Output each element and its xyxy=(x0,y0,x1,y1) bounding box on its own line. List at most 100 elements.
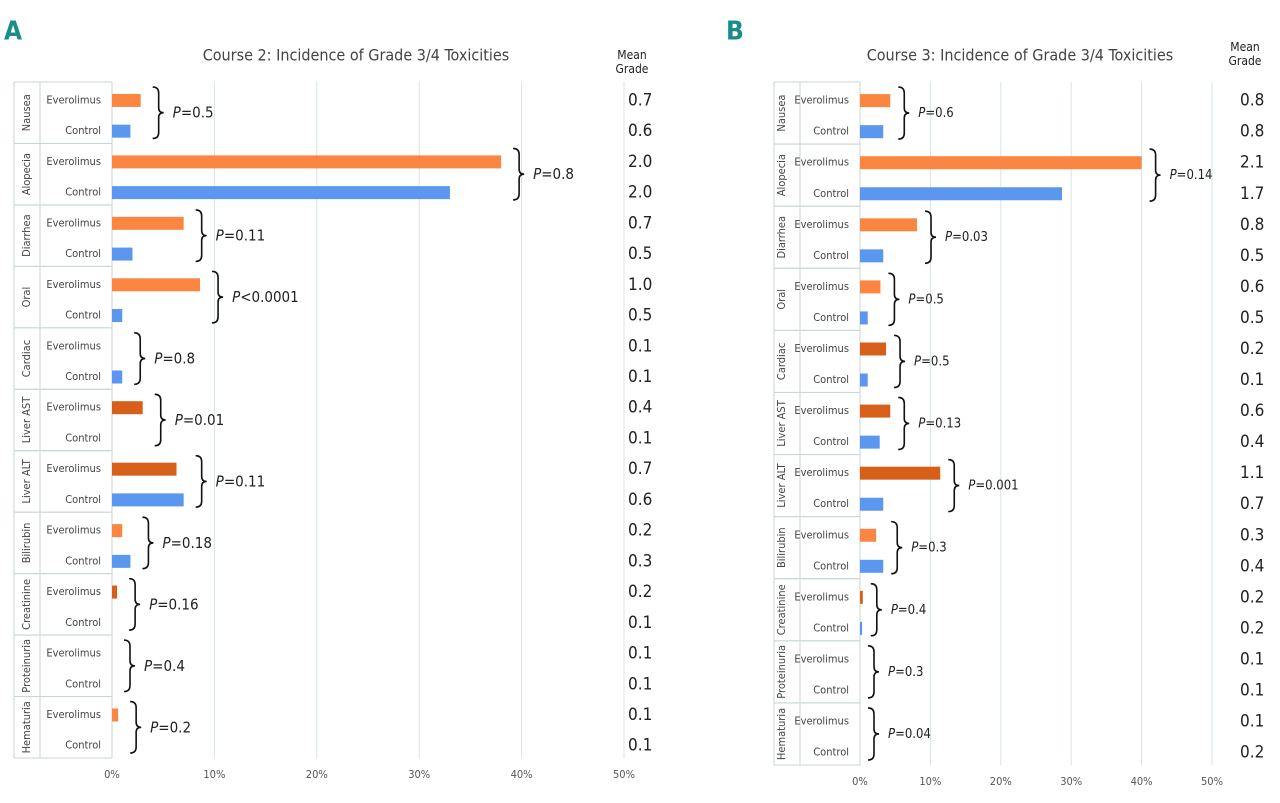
mean-grade: 1.0 xyxy=(628,275,652,295)
mean-grade: 0.1 xyxy=(628,644,652,664)
series-label: Everolimus xyxy=(794,280,849,293)
series-label: Control xyxy=(65,247,101,260)
category-label: Proteinuria xyxy=(775,645,788,699)
bar xyxy=(860,218,918,232)
p-value: P=0.11 xyxy=(216,226,266,244)
x-tick-label: 0% xyxy=(852,775,868,788)
x-tick-label: 10% xyxy=(203,768,225,781)
p-value: P=0.04 xyxy=(888,726,931,741)
bar xyxy=(860,373,868,387)
series-label: Control xyxy=(65,677,101,690)
bar xyxy=(860,156,1142,170)
bar xyxy=(112,401,143,415)
mean-grade: 0.1 xyxy=(628,428,652,448)
x-tick-label: 0% xyxy=(104,768,120,781)
bar xyxy=(860,404,891,418)
bracket xyxy=(129,577,141,631)
series-label: Everolimus xyxy=(794,404,849,417)
mean-grade: 0.7 xyxy=(628,90,652,110)
category-label: Oral xyxy=(775,289,788,310)
series-label: Control xyxy=(813,621,849,634)
p-value: P=0.01 xyxy=(175,411,225,429)
mean-grade: 0.2 xyxy=(1240,743,1264,763)
mean-grade: 0.5 xyxy=(1240,246,1264,266)
bar xyxy=(112,462,177,476)
series-label: Control xyxy=(65,739,101,752)
series-label: Everolimus xyxy=(46,708,101,721)
series-label: Control xyxy=(813,311,849,324)
category-label: Bilirubin xyxy=(775,527,788,568)
p-value: P=0.5 xyxy=(173,103,214,121)
series-label: Control xyxy=(65,124,101,137)
category-label: Liver AST xyxy=(20,396,33,443)
bracket xyxy=(867,645,880,699)
x-tick-label: 50% xyxy=(1201,775,1223,788)
bar xyxy=(112,554,131,568)
bar xyxy=(860,280,881,294)
series-label: Control xyxy=(65,186,101,199)
series-label: Everolimus xyxy=(794,342,849,355)
series-label: Control xyxy=(65,309,101,322)
bracket xyxy=(123,639,136,693)
bar xyxy=(860,497,884,511)
bar xyxy=(860,621,863,635)
p-value: P=0.5 xyxy=(914,354,949,369)
bar xyxy=(112,124,131,138)
series-label: Everolimus xyxy=(794,528,849,541)
bar xyxy=(860,435,880,449)
series-label: Everolimus xyxy=(46,278,101,291)
mean-grade: 0.8 xyxy=(1240,215,1264,235)
series-label: Control xyxy=(813,497,849,510)
bracket xyxy=(154,393,166,447)
category-label: Alopecia xyxy=(20,153,33,195)
bar xyxy=(860,342,887,356)
bracket xyxy=(195,209,207,263)
mean-grade: 0.1 xyxy=(628,674,652,694)
series-label: Everolimus xyxy=(46,647,101,660)
series-label: Control xyxy=(65,493,101,506)
mean-grade: 0.1 xyxy=(1240,370,1264,390)
mean-grade: 0.1 xyxy=(1240,680,1264,700)
mean-grade: 0.2 xyxy=(1240,587,1264,607)
series-label: Control xyxy=(813,373,849,386)
p-value: P=0.13 xyxy=(918,416,961,431)
bracket xyxy=(212,270,224,324)
mean-grade: 0.1 xyxy=(628,705,652,725)
mean-grade: 0.5 xyxy=(628,244,652,264)
mean-grade: 0.7 xyxy=(628,213,652,233)
mean-grade: 2.0 xyxy=(628,152,652,172)
p-value: P=0.8 xyxy=(154,349,195,367)
mean-grade: 1.7 xyxy=(1240,184,1264,204)
bar xyxy=(860,528,877,542)
bar xyxy=(860,559,884,573)
category-label: Nausea xyxy=(20,94,33,131)
bracket xyxy=(195,454,207,508)
series-label: Everolimus xyxy=(46,339,101,352)
bracket xyxy=(924,210,937,265)
category-label: Hematuria xyxy=(775,708,788,760)
bar xyxy=(860,466,941,480)
mean-grade: 0.7 xyxy=(628,459,652,479)
mean-grade: 1.1 xyxy=(1240,463,1264,483)
series-label: Control xyxy=(813,559,849,572)
p-value: P=0.8 xyxy=(533,165,574,183)
bar xyxy=(112,216,184,230)
category-label: Diarrhea xyxy=(775,216,788,259)
mean-grade: 0.2 xyxy=(1240,618,1264,638)
category-label: Bilirubin xyxy=(20,523,33,564)
mean-grade-title: Mean Grade xyxy=(1228,40,1262,68)
mean-grade: 2.1 xyxy=(1240,153,1264,173)
category-label: Nausea xyxy=(775,95,788,132)
mean-grade: 0.4 xyxy=(1240,556,1264,576)
bar xyxy=(112,247,133,261)
mean-grade: 0.2 xyxy=(628,582,652,602)
series-label: Control xyxy=(813,125,849,138)
bracket xyxy=(867,707,880,761)
category-label: Creatinine xyxy=(775,584,788,635)
p-value: P<0.0001 xyxy=(232,288,299,306)
bracket xyxy=(142,516,154,570)
bracket xyxy=(891,520,903,575)
category-label: Liver AST xyxy=(775,399,788,446)
p-value: P=0.16 xyxy=(149,595,199,613)
